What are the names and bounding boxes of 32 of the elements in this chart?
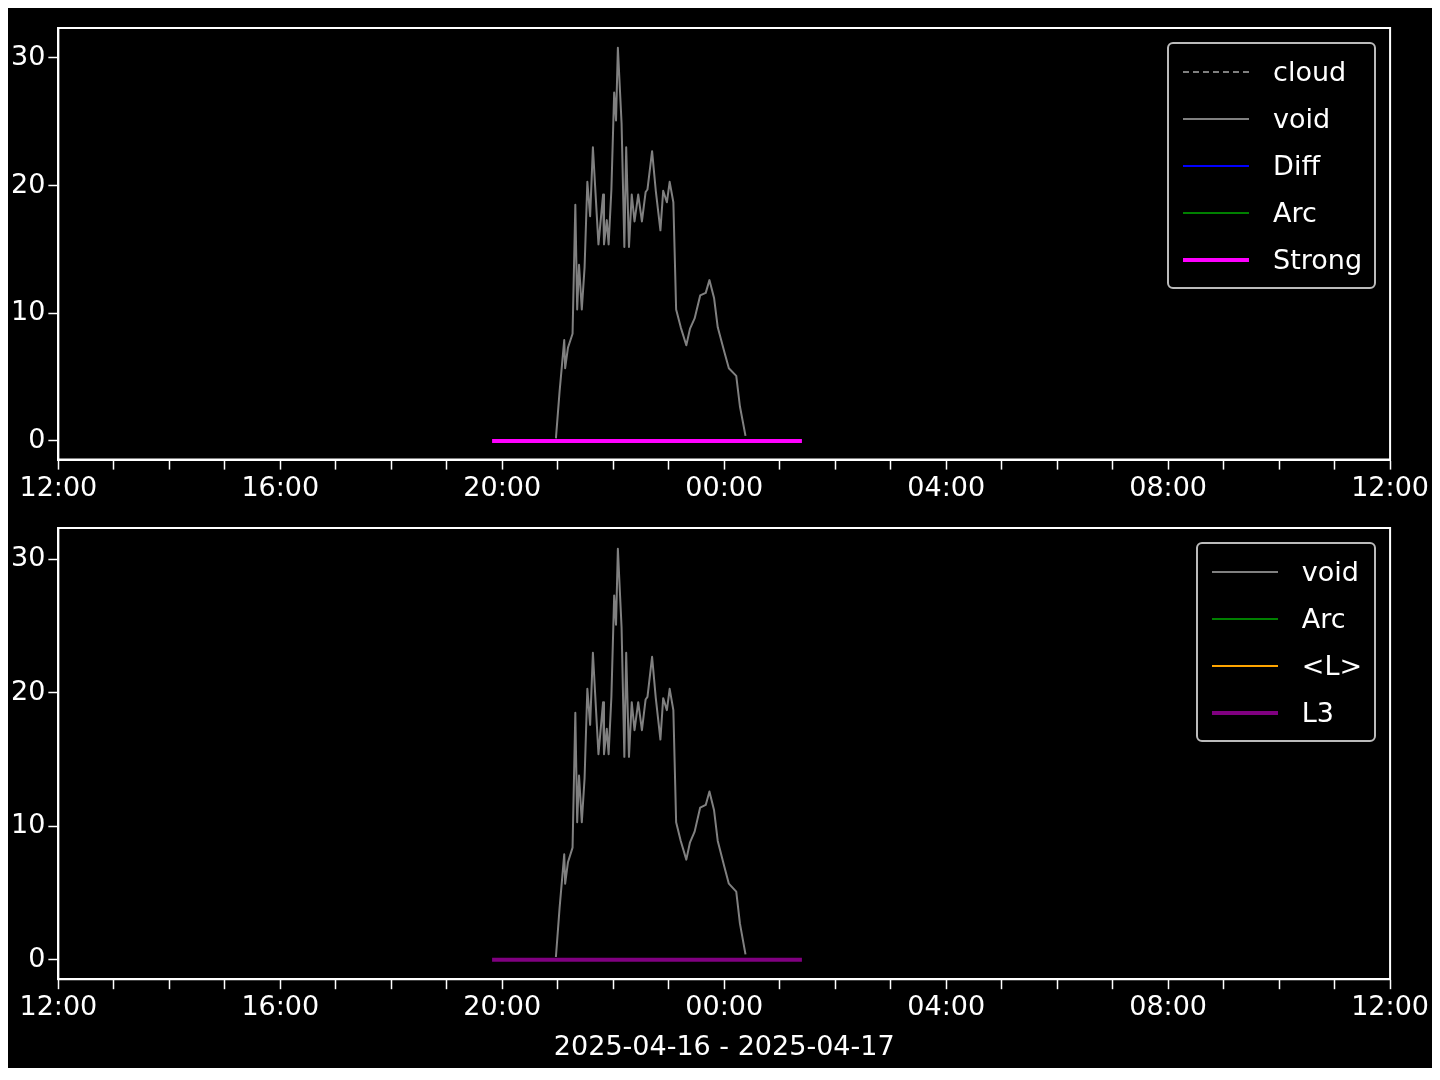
legend-label: void [1301, 556, 1359, 587]
x-tick-label: 00:00 [685, 470, 764, 502]
legend-label: void [1273, 103, 1331, 134]
x-tick-label: 16:00 [241, 470, 320, 502]
x-tick-label: 16:00 [241, 990, 320, 1022]
x-tick-label: 12:00 [19, 990, 98, 1022]
x-tick-label: 00:00 [685, 990, 764, 1022]
x-tick-label: 20:00 [463, 470, 542, 502]
legend-label: L3 [1301, 697, 1335, 728]
legend-label: Strong [1273, 244, 1363, 275]
y-tick-label: 20 [11, 674, 46, 706]
legend-label: cloud [1273, 56, 1347, 87]
x-tick-label: 12:00 [1351, 990, 1429, 1022]
y-tick-label: 0 [28, 422, 46, 454]
y-tick-label: 10 [11, 808, 46, 840]
x-tick-label: 20:00 [463, 990, 542, 1022]
y-tick-label: 30 [11, 40, 46, 72]
legend-label: Diff [1273, 150, 1320, 181]
x-tick-label: 12:00 [1351, 470, 1429, 502]
y-tick-label: 10 [11, 295, 46, 327]
x-axis-title: 2025-04-16 - 2025-04-17 [553, 1029, 895, 1061]
y-tick-label: 20 [11, 167, 46, 199]
y-tick-label: 0 [28, 941, 46, 973]
legend-label: Arc [1301, 603, 1346, 634]
x-tick-label: 04:00 [907, 990, 986, 1022]
x-tick-label: 08:00 [1129, 470, 1208, 502]
x-tick-label: 12:00 [19, 470, 98, 502]
x-tick-label: 04:00 [907, 470, 986, 502]
legend-label: Arc [1273, 197, 1317, 228]
x-tick-label: 08:00 [1129, 990, 1208, 1022]
legend-label: <L> [1301, 650, 1363, 681]
y-tick-label: 30 [11, 541, 46, 573]
